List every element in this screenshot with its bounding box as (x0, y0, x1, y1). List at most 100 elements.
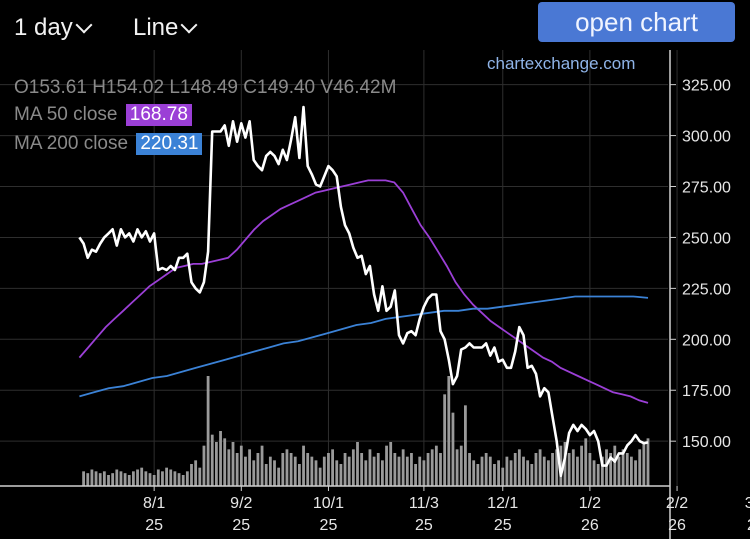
volume-bar (98, 473, 102, 486)
volume-bar (351, 449, 355, 486)
x-tick-label: 8/1 (143, 495, 165, 512)
volume-bar (314, 460, 318, 486)
volume-bar (405, 456, 409, 486)
volume-bar (82, 471, 85, 486)
volume-bar (621, 449, 625, 486)
volume-bar (227, 449, 231, 486)
volume-bar (401, 449, 405, 486)
volume-bar (140, 467, 144, 486)
ma50-label: MA 50 close (14, 104, 118, 125)
volume-bar (215, 442, 218, 486)
volume-bar (447, 376, 451, 486)
range-dropdown[interactable]: 1 day (14, 14, 93, 42)
volume-bar (331, 449, 334, 486)
volume-bar (248, 449, 251, 486)
volume-bar (285, 449, 289, 486)
volume-bar (252, 460, 256, 486)
volume-bar (335, 460, 339, 486)
volume-bar (493, 464, 496, 486)
volume-bar (219, 431, 222, 486)
volume-bar (107, 475, 110, 486)
range-dropdown-label: 1 day (14, 14, 73, 41)
volume-bar (385, 445, 388, 486)
volume-bar (293, 456, 297, 486)
volume-bar (600, 456, 604, 486)
volume-bar (426, 453, 430, 486)
volume-bar (347, 456, 351, 486)
volume-bar (148, 473, 152, 486)
volume-bar (513, 453, 517, 486)
volume-bar (302, 445, 305, 486)
volume-bar (264, 464, 268, 486)
volume-bar (173, 471, 177, 486)
x-tick-label: 3/2 (745, 495, 750, 512)
volume-bar (123, 473, 127, 486)
volume-bar (102, 471, 106, 486)
volume-bar (376, 453, 380, 486)
volume-bar (119, 471, 123, 486)
chart-type-dropdown-label: Line (133, 14, 179, 41)
volume-bar (480, 456, 484, 486)
volume-bar (393, 453, 397, 486)
volume-bar (322, 456, 326, 486)
volume-bar (605, 449, 608, 486)
y-tick-label: 325.00 (682, 78, 731, 95)
price-chart[interactable]: 325.00 300.00 275.00 250.00 225.00 200.00 175.… (0, 50, 750, 539)
volume-bar (642, 442, 646, 486)
y-tick-label: 150.00 (682, 434, 731, 451)
volume-bar (165, 467, 168, 486)
volume-bar (239, 445, 243, 486)
volume-bar (563, 442, 567, 486)
volume-bar (410, 453, 413, 486)
volume-bar (526, 460, 530, 486)
volume-bar (505, 456, 509, 486)
volume-bar (522, 456, 525, 486)
y-tick-label: 225.00 (682, 281, 731, 298)
volume-bar (418, 456, 422, 486)
volume-bar (617, 456, 621, 486)
chart-area[interactable]: 325.00 300.00 275.00 250.00 225.00 200.00 175.… (0, 50, 750, 539)
chart-type-dropdown[interactable]: Line (133, 14, 198, 42)
volume-bar (571, 449, 575, 486)
y-tick-label: 250.00 (682, 230, 731, 247)
y-tick-label: 175.00 (682, 383, 731, 400)
volume-bar (194, 460, 198, 486)
volume-bar (542, 456, 546, 486)
ohlc-readout: O153.61 H154.02 L148.49 C149.40 V46.42M (14, 77, 396, 99)
volume-bar (360, 453, 364, 486)
volume-bar (339, 464, 343, 486)
volume-bar (86, 473, 90, 486)
ma200-line (79, 295, 649, 398)
ma50-line (78, 179, 649, 404)
volume-bar (223, 438, 227, 486)
volume-bar (256, 453, 260, 486)
volume-bar (177, 473, 181, 486)
volume-bar (364, 460, 368, 486)
open-chart-button[interactable]: open chart (538, 2, 735, 42)
volume-bar (372, 456, 376, 486)
close-value: C149.40 (243, 77, 316, 98)
volume-bar (190, 464, 193, 486)
chevron-down-icon (180, 16, 198, 34)
chart-lines (78, 105, 649, 478)
volume-bar (497, 460, 500, 486)
volume-bar (613, 445, 617, 486)
volume-bar (634, 460, 637, 486)
volume-bar (161, 471, 164, 486)
volume-bar (268, 456, 272, 486)
low-value: L148.49 (169, 77, 238, 98)
y-axis: 325.00 300.00 275.00 250.00 225.00 200.00 175.… (669, 50, 731, 539)
x-tick-label: 1/2 (579, 495, 601, 512)
volume-bar (439, 453, 442, 486)
volume-bar (94, 471, 98, 486)
open-value: O153.61 (14, 77, 87, 98)
volume-bar (156, 469, 160, 486)
volume-bar (630, 456, 633, 486)
ma200-legend: MA 200 close 220.31 (14, 133, 203, 155)
volume-bar (488, 456, 492, 486)
volume-bar (476, 464, 480, 486)
volume-bar (609, 453, 613, 486)
volume-bar (368, 449, 372, 486)
x-tick-year-label: 26 (581, 517, 599, 534)
x-tick-label: 12/1 (487, 495, 518, 512)
